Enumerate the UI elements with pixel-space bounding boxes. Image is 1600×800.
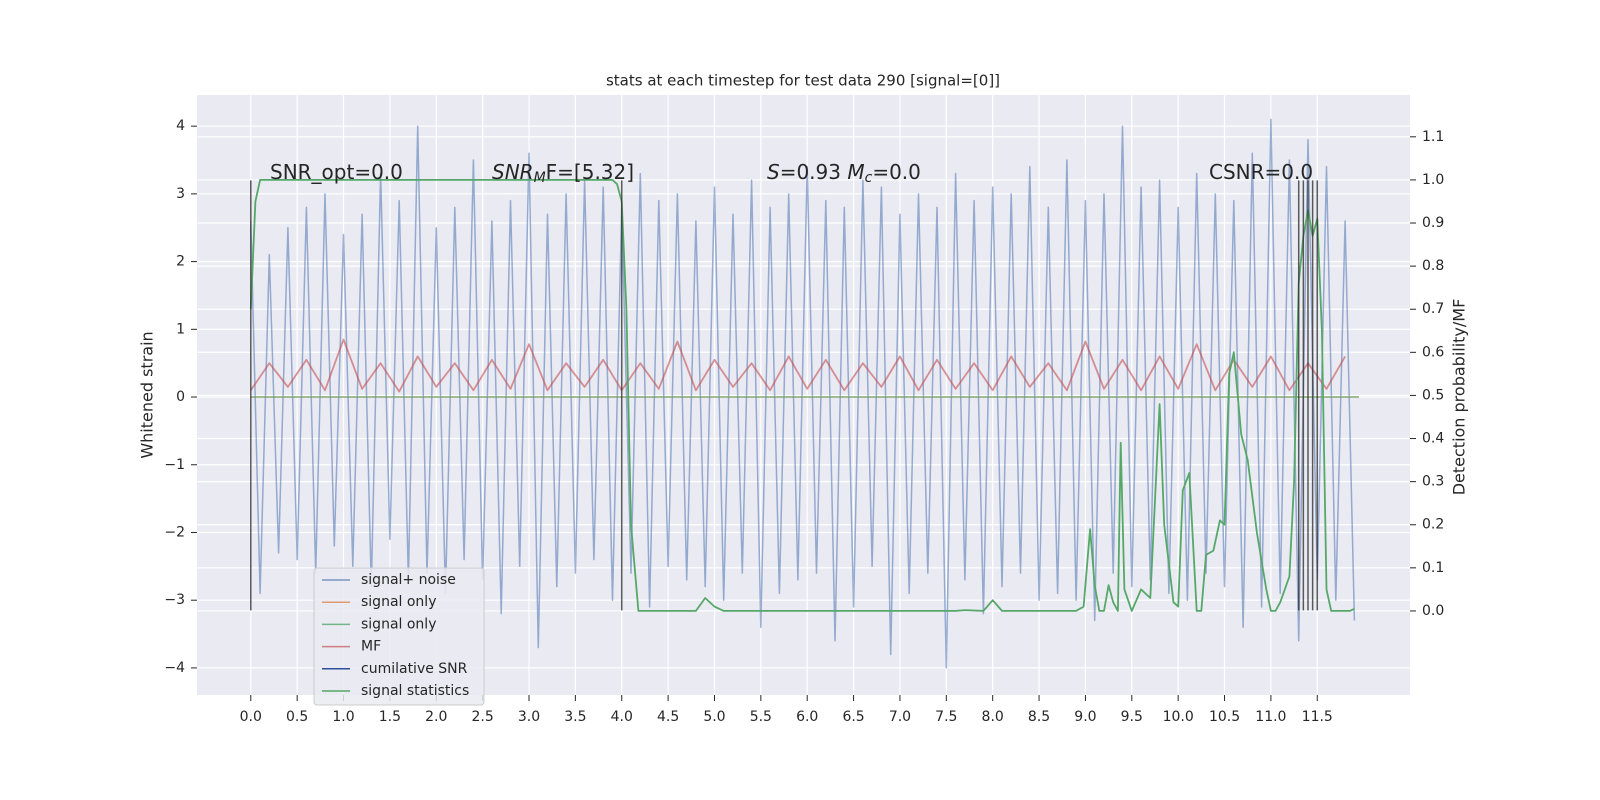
y-tick-label: 1 bbox=[176, 321, 185, 337]
x-tick-label: 9.5 bbox=[1121, 709, 1143, 725]
annotation-part: CSNR=0.0 bbox=[1209, 160, 1313, 184]
x-tick-label: 8.0 bbox=[982, 709, 1004, 725]
x-tick-label: 1.0 bbox=[332, 709, 354, 725]
annotation-part: SNR bbox=[492, 160, 534, 184]
annotation: SNRMF=[5.32] bbox=[492, 160, 634, 187]
x-tick-label: 4.5 bbox=[657, 709, 679, 725]
annotation-part: S bbox=[767, 160, 780, 184]
annotation-part: =0.0 bbox=[872, 160, 921, 184]
legend-label: cumilative SNR bbox=[361, 661, 468, 677]
legend-label: signal only bbox=[361, 616, 436, 632]
legend-label: MF bbox=[361, 639, 381, 655]
y-tick-label: 2 bbox=[176, 254, 185, 270]
x-tick-label: 11.5 bbox=[1302, 709, 1333, 725]
y-tick-label: 3 bbox=[176, 186, 185, 202]
annotation-part: F=[5.32] bbox=[546, 160, 634, 184]
x-tick-label: 10.0 bbox=[1163, 709, 1194, 725]
y2-tick-label: 1.1 bbox=[1422, 129, 1444, 145]
legend-label: signal only bbox=[361, 594, 436, 610]
x-tick-label: 1.5 bbox=[379, 709, 401, 725]
y-tick-label: −1 bbox=[164, 457, 185, 473]
y-tick-label: −3 bbox=[164, 592, 185, 608]
y2-tick-label: 0.2 bbox=[1422, 517, 1444, 533]
legend-box bbox=[313, 567, 485, 706]
x-tick-label: 7.0 bbox=[889, 709, 911, 725]
x-tick-label: 0.5 bbox=[286, 709, 308, 725]
x-tick-label: 0.0 bbox=[240, 709, 262, 725]
x-tick-label: 5.0 bbox=[703, 709, 725, 725]
y-tick-label: −4 bbox=[164, 660, 185, 676]
x-tick-label: 7.5 bbox=[935, 709, 957, 725]
annotation: S=0.93 Mc=0.0 bbox=[767, 160, 921, 187]
x-tick-label: 4.0 bbox=[611, 709, 633, 725]
series-line bbox=[249, 179, 1355, 612]
annotation-part: c bbox=[865, 170, 873, 186]
y-tick-label: 4 bbox=[176, 118, 185, 134]
y2-tick-label: 0.3 bbox=[1422, 474, 1444, 490]
labels: 0.0 0.5 1.0 1.5 2.0 2.5 3.0 3.5 4.0 4.5 5.0 5.5 6.0 6… bbox=[164, 118, 1444, 725]
annotation: SNR_opt=0.0 bbox=[270, 160, 403, 184]
marks bbox=[197, 118, 1410, 669]
chart-title: stats at each timestep for test data 290… bbox=[606, 72, 1000, 90]
x-tick-label: 5.5 bbox=[750, 709, 772, 725]
x-tick-label: 2.5 bbox=[471, 709, 493, 725]
y2-tick-label: 0.6 bbox=[1422, 344, 1444, 360]
y2-tick-label: 0.9 bbox=[1422, 215, 1444, 231]
y2-tick-label: 0.5 bbox=[1422, 387, 1444, 403]
x-tick-label: 6.0 bbox=[796, 709, 818, 725]
y2-tick-label: 0.4 bbox=[1422, 431, 1444, 447]
x-tick-label: 8.5 bbox=[1028, 709, 1050, 725]
x-tick-label: 9.0 bbox=[1074, 709, 1096, 725]
x-tick-label: 3.0 bbox=[518, 709, 540, 725]
annotation-part: M bbox=[534, 170, 546, 186]
y2-tick-label: 0.7 bbox=[1422, 301, 1444, 317]
y2-tick-label: 1.0 bbox=[1422, 172, 1444, 188]
legend-label: signal statistics bbox=[361, 683, 469, 699]
annotation-part: M bbox=[847, 160, 864, 184]
annotation-part: =0.93 bbox=[780, 160, 848, 184]
y2-axis-label: Detection probability/MF bbox=[1450, 299, 1469, 496]
y2-tick-label: 0.0 bbox=[1422, 603, 1444, 619]
series-line bbox=[250, 118, 1356, 669]
y-tick-label: 0 bbox=[176, 389, 185, 405]
x-tick-label: 2.0 bbox=[425, 709, 447, 725]
y-axis-label: Whitened strain bbox=[138, 331, 157, 458]
annotation-part: SNR_opt=0.0 bbox=[270, 160, 403, 184]
x-tick-label: 11.0 bbox=[1255, 709, 1286, 725]
y2-tick-label: 0.8 bbox=[1422, 258, 1444, 274]
x-tick-label: 3.5 bbox=[564, 709, 586, 725]
series-line bbox=[250, 338, 1346, 393]
legend-label: signal+ noise bbox=[361, 572, 456, 588]
y2-tick-label: 0.1 bbox=[1422, 560, 1444, 576]
annotation: CSNR=0.0 bbox=[1209, 160, 1313, 184]
x-tick-label: 10.5 bbox=[1209, 709, 1240, 725]
x-tick-label: 6.5 bbox=[842, 709, 864, 725]
y-tick-label: −2 bbox=[164, 524, 185, 540]
